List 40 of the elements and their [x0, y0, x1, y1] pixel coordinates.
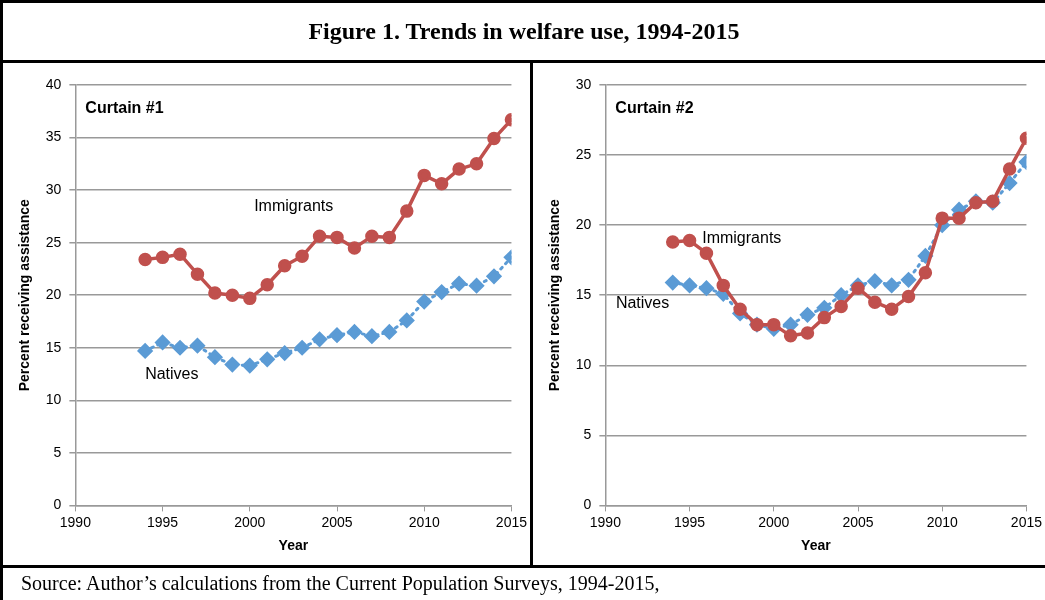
- text: Curtain #1: [85, 99, 164, 117]
- x-tick-label: 2005: [842, 513, 874, 530]
- y-tick-label: 10: [575, 356, 592, 373]
- y-tick-label: 0: [583, 496, 592, 513]
- y-tick-label: 5: [53, 443, 62, 460]
- x-tick-label: 1990: [589, 513, 622, 530]
- y-tick-label: 20: [575, 215, 592, 232]
- x-tick-label: 2005: [321, 513, 353, 530]
- y-tick-label: 40: [45, 75, 62, 92]
- y-tick-label: 30: [575, 75, 592, 92]
- y-tick-label: 25: [575, 145, 592, 162]
- x-tick-label: 2000: [758, 513, 790, 530]
- x-tick-label: 2000: [234, 513, 266, 530]
- x-tick-label: 2015: [495, 513, 528, 530]
- x-axis-title: Year: [801, 537, 832, 554]
- text: Curtain #2: [615, 99, 694, 117]
- x-tick-label: 1995: [147, 513, 179, 530]
- y-axis-title: Percent receiving assistance: [16, 198, 33, 392]
- y-tick-label: 5: [583, 426, 592, 443]
- y-tick-label: 10: [45, 391, 62, 408]
- series-label: Immigrants: [702, 228, 782, 246]
- series-label: Natives: [145, 365, 199, 383]
- y-tick-label: 0: [53, 496, 62, 513]
- x-tick-label: 1995: [674, 513, 706, 530]
- series-label: Immigrants: [254, 197, 334, 215]
- x-axis-title: Year: [278, 537, 309, 554]
- x-tick-label: 1990: [59, 513, 92, 530]
- series-label: Natives: [615, 294, 670, 312]
- source-note: Source: Author’s calculations from the Current Population Surveys, 1994-2015,: [20, 571, 661, 595]
- y-tick-label: 20: [45, 286, 62, 303]
- text: Figure 1. Trends in welfare use, 1994-2015: [3, 3, 1045, 63]
- y-tick-label: 35: [45, 128, 62, 145]
- x-tick-label: 2010: [408, 513, 440, 530]
- x-tick-label: 2015: [1010, 513, 1043, 530]
- y-tick-label: 25: [45, 233, 62, 250]
- y-tick-label: 15: [45, 338, 62, 355]
- y-axis-title: Percent receiving assistance: [546, 198, 563, 392]
- y-tick-label: 30: [45, 180, 62, 197]
- y-tick-label: 15: [575, 286, 592, 303]
- x-tick-label: 2010: [926, 513, 958, 530]
